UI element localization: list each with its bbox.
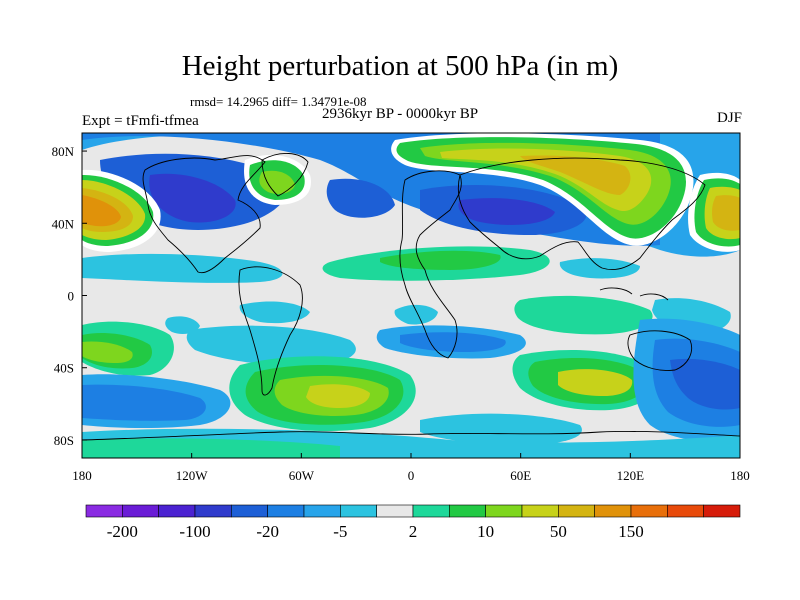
y-tick-label: 80S xyxy=(54,433,74,448)
colorbar-swatch xyxy=(158,504,196,518)
x-tick-label: 60W xyxy=(289,468,315,483)
season-label: DJF xyxy=(716,110,742,126)
experiment-label: Expt = tFmfi-tfmea xyxy=(82,113,199,129)
x-axis: 180 120W 60W 0 60E 120E 180 xyxy=(72,453,750,483)
colorbar-label: -20 xyxy=(256,522,279,541)
y-tick-label: 40N xyxy=(52,216,75,231)
colorbar-swatch xyxy=(485,504,523,518)
x-tick-label: 0 xyxy=(408,468,415,483)
colorbar-swatch xyxy=(267,504,305,518)
colorbar-swatch xyxy=(303,504,341,518)
colorbar-label: 2 xyxy=(409,522,418,541)
colorbar-label: 50 xyxy=(550,522,567,541)
colorbar-label: -100 xyxy=(179,522,210,541)
x-tick-label: 120E xyxy=(617,468,645,483)
height-perturbation-field xyxy=(82,133,740,458)
colorbar-swatch xyxy=(667,504,704,518)
colorbar-label: 10 xyxy=(477,522,494,541)
colorbar-swatch xyxy=(376,504,414,518)
x-tick-label: 180 xyxy=(72,468,92,483)
colorbar-swatch xyxy=(630,504,668,518)
x-tick-label: 120W xyxy=(176,468,209,483)
colorbar-swatch xyxy=(594,504,632,518)
coastlines xyxy=(82,153,740,441)
colorbar-swatch xyxy=(412,504,450,518)
y-axis: 80N 40N 0 40S 80S xyxy=(52,144,87,448)
colorbar: -200 -100 -20 -5 2 10 50 150 xyxy=(85,504,741,541)
map-title: Height perturbation at 500 hPa (in m) xyxy=(181,50,619,82)
colorbar-label: -200 xyxy=(107,522,138,541)
colorbar-swatch xyxy=(231,504,268,518)
colorbar-swatch xyxy=(122,504,159,518)
colorbar-swatch xyxy=(340,504,377,518)
colorbar-swatch xyxy=(449,504,486,518)
y-tick-label: 0 xyxy=(68,289,75,304)
colorbar-swatch xyxy=(85,504,123,518)
y-tick-label: 40S xyxy=(54,361,74,376)
stats-text: rmsd= 14.2965 diff= 1.34791e-08 xyxy=(190,94,367,109)
x-tick-label: 180 xyxy=(730,468,750,483)
colorbar-swatch xyxy=(194,504,232,518)
colorbar-label: 150 xyxy=(618,522,644,541)
colorbar-label: -5 xyxy=(333,522,347,541)
colorbar-swatch xyxy=(521,504,559,518)
colorbar-swatch xyxy=(558,504,595,518)
colorbar-swatch xyxy=(703,504,741,518)
period-label: 2936kyr BP - 0000kyr BP xyxy=(322,106,479,122)
y-tick-label: 80N xyxy=(52,144,75,159)
x-tick-label: 60E xyxy=(510,468,531,483)
